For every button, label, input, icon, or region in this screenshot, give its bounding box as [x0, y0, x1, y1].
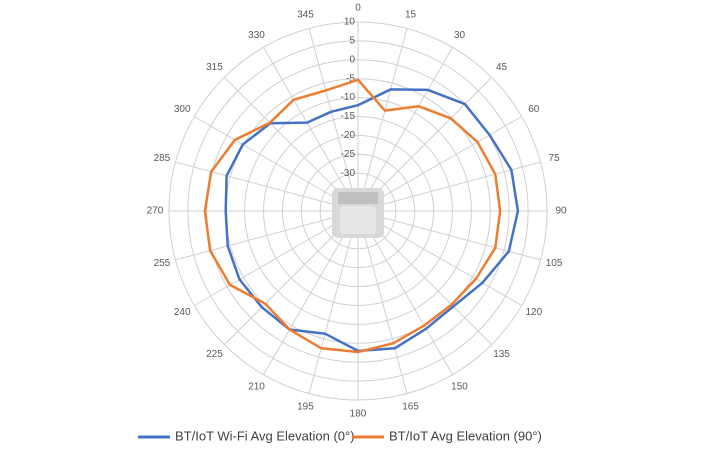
r-tick-label: 0	[349, 54, 355, 65]
angle-label: 90	[555, 206, 567, 217]
angle-label: 195	[297, 402, 314, 413]
legend-label: BT/IoT Avg Elevation (90°)	[389, 428, 542, 443]
angle-label: 45	[496, 62, 508, 73]
series-line	[203, 78, 502, 354]
angle-label: 15	[405, 10, 417, 21]
legend: BT/IoT Wi-Fi Avg Elevation (0°) BT/IoT Av…	[138, 428, 542, 443]
r-tick-label: -30	[341, 168, 356, 179]
grid-spoke	[357, 210, 541, 261]
angle-label: 345	[297, 10, 314, 21]
angle-label: 120	[525, 307, 542, 318]
angle-label: 180	[350, 409, 367, 420]
grid-spoke	[175, 210, 359, 261]
grid-spoke	[194, 116, 359, 212]
grid-spoke	[357, 210, 453, 375]
angle-label: 255	[154, 258, 171, 269]
angle-label: 105	[546, 258, 563, 269]
plot-lines	[203, 78, 520, 354]
angle-label: 0	[355, 3, 361, 14]
grid-spoke	[357, 210, 522, 306]
grid-spoke	[175, 161, 359, 212]
r-tick-label: -10	[341, 92, 356, 103]
grid-spoke	[357, 28, 408, 212]
legend-label: BT/IoT Wi-Fi Avg Elevation (0°)	[175, 428, 355, 443]
angle-label: 30	[454, 30, 466, 41]
grid-spoke	[308, 210, 359, 394]
angle-label: 225	[206, 349, 223, 360]
grid-spoke	[194, 210, 359, 306]
r-tick-label: -25	[341, 149, 356, 160]
r-tick-label: 5	[349, 36, 355, 47]
angle-label: 240	[174, 307, 191, 318]
device-base	[340, 206, 376, 234]
angle-label: 330	[248, 30, 265, 41]
angle-label: 75	[549, 153, 561, 164]
angle-label: 150	[451, 381, 468, 392]
r-tick-label: 10	[344, 17, 356, 28]
angle-label: 135	[493, 349, 510, 360]
r-tick-label: -20	[341, 130, 356, 141]
grid-spoke	[357, 210, 408, 394]
angle-label: 270	[147, 206, 164, 217]
device-fins	[338, 192, 378, 204]
grid-spoke	[308, 28, 359, 212]
grid-spoke	[263, 47, 359, 212]
angle-label: 300	[174, 104, 191, 115]
device-image	[332, 188, 384, 238]
grid-spoke	[263, 210, 359, 375]
angle-label: 165	[402, 402, 419, 413]
polar-grid: 0153045607590105120135150165180195210225…	[147, 3, 567, 420]
r-tick-label: -5	[346, 73, 355, 84]
r-tick-label: -15	[341, 111, 356, 122]
angle-label: 285	[154, 153, 171, 164]
angle-label: 315	[206, 62, 223, 73]
grid-spoke	[357, 47, 453, 212]
angle-label: 210	[248, 381, 265, 392]
grid-spoke	[357, 161, 541, 212]
angle-label: 60	[528, 104, 540, 115]
grid-spoke	[357, 116, 522, 212]
